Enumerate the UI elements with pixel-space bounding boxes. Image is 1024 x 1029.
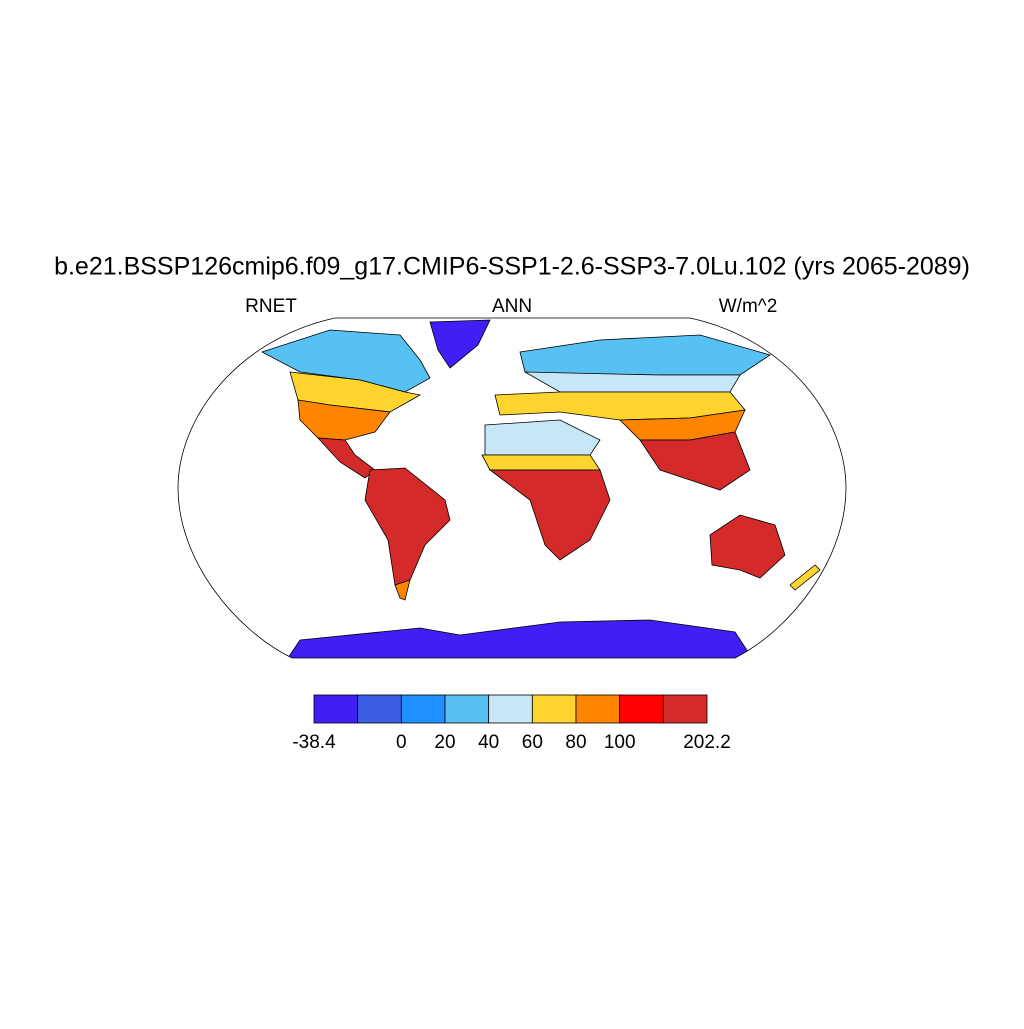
colorbar-box (662, 694, 708, 724)
colorbar-box (400, 694, 446, 724)
colorbar-box (575, 694, 621, 724)
colorbar: -38.4 0 20 40 60 80 100 202.2 (292, 694, 731, 753)
land (639, 431, 751, 491)
land (317, 437, 376, 479)
colorbar-label: 100 (604, 732, 636, 753)
colorbar-label: -38.4 (292, 732, 336, 753)
colorbar-label: 60 (522, 732, 543, 753)
map (177, 317, 847, 659)
land (488, 469, 611, 561)
land (429, 319, 491, 369)
season: ANN (492, 296, 532, 317)
land (279, 619, 761, 658)
colorbar-box (488, 694, 533, 724)
land (524, 371, 741, 393)
colorbar-label: 40 (478, 732, 499, 753)
colorbar-label: 202.2 (683, 732, 731, 753)
colorbar-box (531, 694, 577, 724)
land (297, 399, 391, 441)
units: W/m^2 (719, 296, 778, 317)
land (709, 514, 786, 579)
colorbar-label: 0 (396, 732, 407, 753)
colorbar-box (357, 694, 402, 724)
colorbar-box (444, 694, 490, 724)
land (260, 329, 431, 393)
land (484, 419, 601, 456)
land (364, 467, 451, 586)
colorbar-label: 20 (434, 732, 455, 753)
colorbar-box (313, 694, 359, 724)
land (481, 454, 601, 471)
land (789, 564, 821, 591)
colorbar-label: 80 (565, 732, 586, 753)
colorbar-box (619, 694, 664, 724)
map-border (177, 317, 847, 659)
variable-name: RNET (245, 296, 297, 317)
land (394, 579, 411, 601)
title: b.e21.BSSP126cmip6.f09_g17.CMIP6-SSP1-2.… (54, 253, 970, 281)
